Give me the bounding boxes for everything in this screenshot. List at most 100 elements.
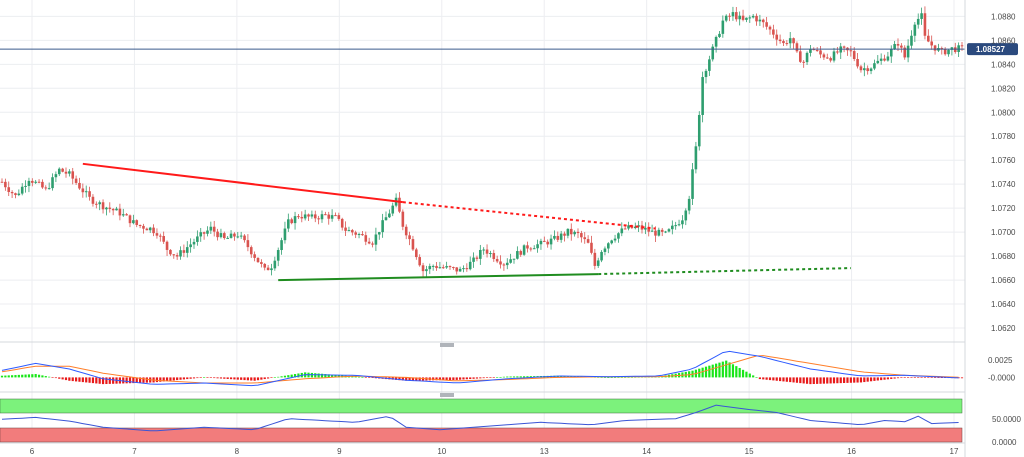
time-tick-label: 10 [437,447,446,456]
candle-body [303,214,307,219]
macd-histogram-bar [75,377,78,382]
candle-body [735,12,738,20]
macd-histogram-bar [762,377,765,380]
candle-body [455,267,459,272]
candle-body [280,240,283,251]
candle-body [832,51,836,61]
resize-handle-rsi[interactable] [440,393,454,397]
macd-histogram-bar [219,377,223,379]
macd-histogram-bar [795,377,799,383]
resistance-trendline[interactable] [82,162,403,204]
macd-histogram-bar [293,374,297,378]
macd-histogram-bar [519,376,522,378]
candle-body [799,51,802,62]
macd-histogram-bar [44,376,47,378]
candle-body [647,227,651,232]
candle-body [761,19,765,23]
macd-histogram-bar [68,377,71,381]
candle-body [667,229,671,232]
candle-body [239,235,243,237]
support-trendline[interactable] [278,273,599,282]
macd-histogram-bar [620,377,623,378]
candle-body [950,47,954,50]
macd-histogram-bar [907,377,910,378]
candle-body [600,251,603,261]
macd-histogram-bar [11,375,14,378]
time-tick-label: 8 [235,447,240,456]
macd-histogram-bar [896,377,900,379]
candle-body [633,226,637,229]
candle-body [162,236,165,242]
time-tick-label: 13 [540,447,549,456]
candle-body [694,146,698,170]
macd-histogram-bar [337,375,340,378]
candle-body [576,231,580,234]
resistance-extension [402,201,656,230]
macd-histogram-bar [213,377,216,379]
candle-body [886,56,890,61]
support-extension [598,267,851,276]
macd-histogram-bar [880,377,883,381]
macd-histogram-bar [886,377,889,380]
candle-body [792,38,795,44]
candle-body [425,269,428,272]
candle-body [152,227,155,234]
macd-histogram-bar [489,377,492,378]
macd-histogram-bar [240,377,243,380]
macd-histogram-bar [0,375,4,378]
candle-body [836,51,839,53]
candle-body [654,230,657,236]
macd-histogram-bar [779,377,782,382]
candle-body [118,208,122,216]
candle-body [549,238,553,245]
rsi-tick-label: 50.0000 [992,415,1021,424]
price-tick-label: 1.0740 [991,180,1016,189]
candle-body [660,229,664,232]
candle-body [125,214,128,216]
macd-histogram-bar [785,377,788,382]
candle-body [697,114,701,147]
candle-body [674,225,677,227]
candle-body [64,171,68,174]
price-tick-label: 1.0780 [991,132,1016,141]
candle-body [933,45,937,51]
candle-body [664,231,667,233]
macd-histogram-bar [81,377,84,383]
macd-histogram-bar [617,377,620,378]
price-tick-label: 1.0800 [991,108,1016,117]
candle-body [300,216,304,219]
macd-histogram-bar [14,375,17,378]
macd-histogram-bar [142,377,145,383]
candle-body [37,181,41,183]
candle-body [219,233,223,238]
macd-histogram-bar [31,374,34,378]
macd-histogram-bar [192,377,196,379]
macd-histogram-bar [600,377,603,378]
candle-body [223,233,226,239]
candle-body [745,17,748,20]
candle-body [340,218,344,228]
macd-histogram-bar [560,375,563,378]
macd-histogram-bar [226,377,229,379]
macd-histogram-bar [479,377,482,379]
resize-handle-macd[interactable] [440,343,454,347]
macd-histogram-bar [51,377,54,378]
macd-histogram-bar [829,377,832,384]
candle-body [644,227,647,230]
candle-body [408,235,411,240]
macd-histogram-bar [233,377,236,380]
macd-histogram-bar [613,377,617,378]
macd-histogram-bar [401,377,404,381]
candle-body [441,267,445,269]
price-tick-label: 1.0660 [991,276,1016,285]
candle-body [256,257,260,263]
candle-body [559,233,563,240]
rsi-panel [1,404,959,432]
price-tick-label: 1.0880 [991,12,1016,21]
candle-body [78,182,81,189]
candle-body [384,217,388,221]
macd-histogram-bar [930,377,933,378]
candle-body [522,245,526,255]
candle-body [718,33,721,37]
candle-body [431,265,435,267]
